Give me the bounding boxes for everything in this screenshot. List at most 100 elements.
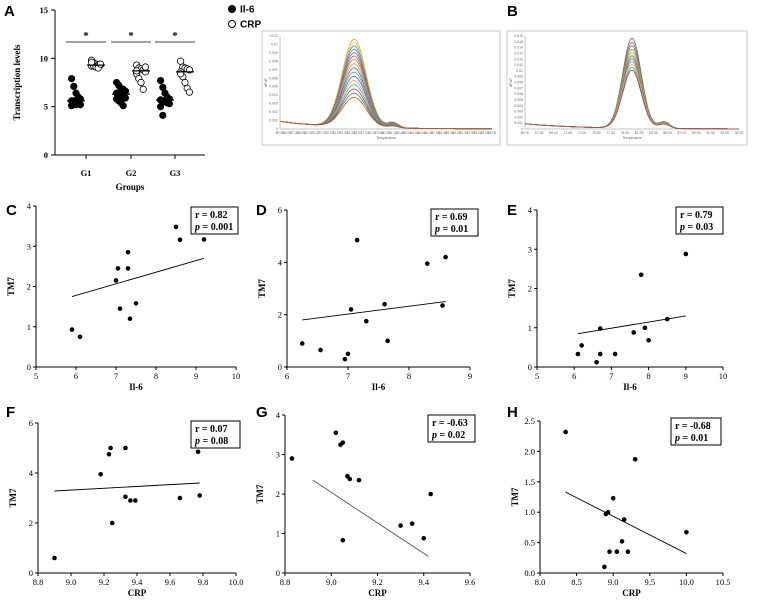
data-point-il6 bbox=[119, 102, 127, 110]
x-tick-label: 9 bbox=[468, 371, 472, 381]
data-point bbox=[610, 495, 616, 501]
x-tick-label: 9.2 bbox=[372, 577, 383, 587]
y-tick-label: 0 bbox=[29, 568, 33, 578]
y-tick-label: 1 bbox=[27, 322, 31, 332]
regression-line bbox=[577, 315, 686, 335]
x-tick-label: 75.00 bbox=[346, 131, 355, 135]
x-tick-label: 77.00 bbox=[606, 131, 615, 135]
x-tick-label: 77.00 bbox=[360, 131, 369, 135]
x-tick-label: 91.00 bbox=[459, 131, 468, 135]
x-tick-label: 76.00 bbox=[353, 131, 362, 135]
data-point-crp bbox=[141, 63, 149, 71]
y-tick-label: 6 bbox=[278, 205, 282, 215]
data-point-il6 bbox=[159, 111, 167, 119]
data-point bbox=[340, 440, 346, 445]
x-tick-label: 83.00 bbox=[403, 131, 412, 135]
x-axis-title: Il-6 bbox=[372, 382, 386, 392]
stats-box-frame bbox=[430, 208, 479, 237]
y-tick-label: 3 bbox=[276, 450, 280, 460]
y-tick-label: 0.002 bbox=[514, 115, 523, 119]
p-value: = 0.01 bbox=[440, 224, 468, 235]
y-tick-label: 0.004 bbox=[514, 104, 523, 108]
y-tick-label: 0.006 bbox=[514, 92, 523, 96]
x-tick-label: 6 bbox=[285, 371, 289, 381]
x-tick-label: 8 bbox=[407, 371, 411, 381]
x-tick-label: 80.00 bbox=[382, 131, 391, 135]
legend-marker-crp bbox=[228, 20, 236, 28]
y-tick-label: 0.006 bbox=[269, 76, 278, 80]
x-tick-label: 73.00 bbox=[332, 131, 341, 135]
data-point-crp bbox=[96, 60, 105, 68]
stats-box-frame bbox=[675, 206, 724, 235]
melt-curve-plot-2: 00.0010.0020.0030.0040.0050.0060.0070.00… bbox=[506, 30, 748, 146]
x-axis-title: Temperature bbox=[376, 136, 396, 140]
stats-r-value: r = 0.79 bbox=[680, 210, 712, 221]
data-point bbox=[579, 343, 584, 348]
x-axis-title: Il-6 bbox=[129, 382, 143, 392]
x-axis-title: CRP bbox=[368, 588, 387, 598]
x-tick-label: 90.00 bbox=[452, 131, 461, 135]
y-tick-label: 6 bbox=[29, 418, 33, 428]
x-tick-label: 7 bbox=[609, 371, 613, 381]
data-point bbox=[409, 521, 415, 526]
panel-label-h: H bbox=[507, 404, 518, 421]
y-tick-label: 0.007 bbox=[269, 68, 278, 72]
x-tick-label: 66.00 bbox=[283, 131, 292, 135]
x-tick-label: 7 bbox=[346, 371, 350, 381]
p-value: = 0.001 bbox=[200, 222, 233, 233]
y-tick-label: 0.015 bbox=[514, 40, 523, 44]
stats-p-value: p = 0.08 bbox=[194, 436, 228, 447]
data-point bbox=[597, 351, 603, 357]
y-tick-label: 0.005 bbox=[514, 98, 523, 102]
y-tick-label: 2 bbox=[29, 518, 33, 528]
y-tick-label: 3 bbox=[27, 241, 31, 251]
data-point bbox=[109, 520, 115, 526]
data-point bbox=[333, 430, 339, 436]
data-point bbox=[98, 471, 103, 477]
legend-label-crp: CRP bbox=[240, 20, 261, 31]
x-tick-label: 9.2 bbox=[99, 577, 110, 587]
data-point bbox=[133, 301, 139, 306]
x-tick-label: 8.0 bbox=[535, 577, 546, 587]
stats-box-frame bbox=[670, 417, 722, 446]
data-point bbox=[69, 327, 75, 332]
p-symbol: p bbox=[434, 224, 440, 235]
y-tick-label: 3 bbox=[528, 244, 532, 254]
x-tick-label: 10 bbox=[232, 371, 241, 381]
data-point bbox=[342, 356, 348, 362]
significance-star: * bbox=[128, 30, 134, 42]
data-point bbox=[597, 326, 603, 331]
x-tick-label: 6 bbox=[74, 371, 78, 381]
y-axis-title: TM7 bbox=[8, 488, 18, 507]
stats-box: r = 0.07p = 0.08 bbox=[190, 420, 241, 449]
y-axis-title: Transcription levels bbox=[12, 44, 22, 121]
x-tick-label: 9.5 bbox=[644, 577, 655, 587]
data-point-crp bbox=[139, 85, 147, 93]
data-point bbox=[638, 272, 644, 278]
panel-label-g: G bbox=[256, 404, 268, 421]
y-tick-label: 4 bbox=[278, 257, 283, 267]
data-point bbox=[177, 237, 183, 243]
p-symbol: p bbox=[194, 436, 200, 447]
stats-r-value: r = 0.69 bbox=[435, 212, 467, 223]
panel-g: G 0 1 2 3 4 8.8 9.0 9.2 9.4 9.6 CRP TM7 r = -0.63p = … bbox=[255, 404, 476, 598]
y-axis-title: TM7 bbox=[510, 487, 520, 506]
data-point bbox=[382, 301, 387, 307]
melt-curve-plot-1: 0 0.001 0.002 0.003 0.004 0.005 0.006 0.007 0.00… bbox=[261, 30, 501, 146]
y-axis-title: dF/dT bbox=[509, 77, 513, 87]
panel-h: H 0.0 0.5 1.0 1.5 2.0 2.5 8.0 8.5 9.0 9.5 10.0 10.5 C… bbox=[507, 404, 730, 598]
data-point bbox=[345, 351, 351, 357]
panel-label-e: E bbox=[507, 202, 517, 219]
data-point bbox=[612, 351, 618, 357]
x-tick-label: 84.00 bbox=[410, 131, 419, 135]
data-point bbox=[108, 445, 113, 451]
x-tick-label: 5 bbox=[535, 371, 539, 381]
data-point bbox=[77, 334, 83, 340]
x-tick-label: 79.00 bbox=[620, 131, 629, 135]
y-tick-label: 0.01 bbox=[516, 69, 523, 73]
x-tick-label: 71.00 bbox=[563, 131, 572, 135]
stats-p-value: p = 0.001 bbox=[194, 222, 233, 233]
stats-p-value: p = 0.01 bbox=[434, 224, 468, 235]
stats-p-value: p = 0.01 bbox=[674, 433, 708, 444]
y-axis-title: TM7 bbox=[507, 279, 517, 298]
